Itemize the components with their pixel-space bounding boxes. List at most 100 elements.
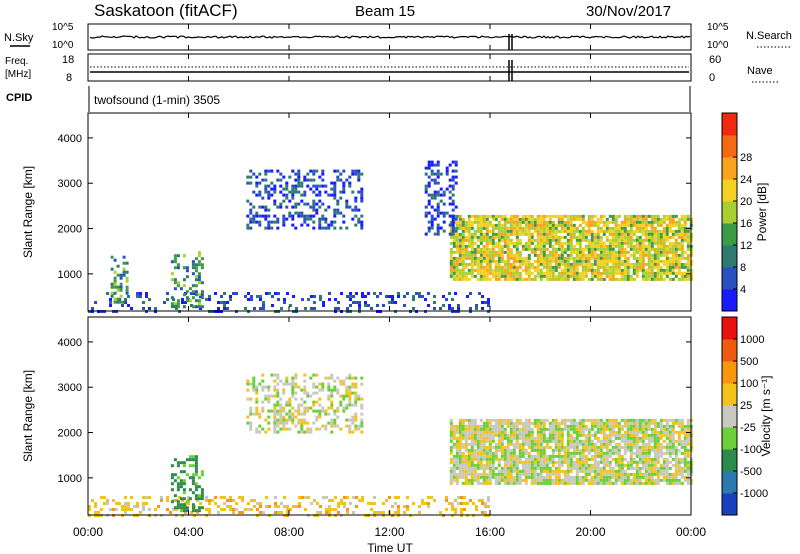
echo-cell [521,421,525,425]
echo-cell [665,226,669,230]
echo-cell [467,226,471,230]
echo-cell [467,238,471,242]
echo-cell [548,454,552,458]
echo-cell [467,472,471,476]
echo-cell [641,475,645,479]
echo-cell [354,424,358,428]
echo-cell [179,485,183,489]
echo-cell [611,472,615,476]
echo-cell [442,190,446,194]
echo-cell [424,190,428,194]
echo-cell [596,472,600,476]
echo-cell [294,211,298,215]
echo-cell [653,427,657,431]
echo-cell [608,433,612,437]
echo-cell [276,388,280,392]
echo-cell [623,256,627,260]
echo-cell [653,421,657,425]
echo-cell [229,295,232,298]
echo-cell [461,244,465,248]
echo-cell [683,265,687,269]
echo-cell [683,424,687,428]
echo-cell [182,482,186,486]
echo-cell [352,295,355,298]
time-tick-label: 00:00 [73,525,103,539]
echo-cell [551,433,555,437]
echo-cell [491,451,495,455]
echo-cell [581,268,585,272]
echo-cell [491,460,495,464]
echo-cell [297,172,301,176]
echo-cell [554,460,558,464]
echo-cell [659,277,663,281]
echo-cell [176,482,180,486]
echo-cell [539,223,543,227]
echo-cell [503,457,507,461]
echo-cell [130,307,133,310]
echo-cell [139,511,142,514]
echo-cell [348,175,352,179]
echo-cell [470,448,474,452]
echo-cell [509,466,513,470]
echo-cell [647,214,651,218]
echo-cell [348,376,352,380]
echo-cell [686,442,690,446]
echo-cell [539,418,543,422]
echo-cell [542,250,546,254]
echo-cell [545,460,549,464]
echo-cell [683,457,687,461]
echo-cell [671,448,675,452]
echo-cell [509,463,513,467]
echo-cell [578,247,582,251]
echo-cell [339,403,343,407]
echo-cell [587,223,591,227]
echo-cell [226,505,229,508]
echo-cell [360,193,364,197]
echo-cell [662,247,666,251]
echo-cell [629,424,633,428]
echo-cell [518,271,522,275]
echo-cell [572,235,576,239]
echo-cell [629,433,633,437]
echo-cell [470,430,474,434]
echo-cell [283,301,286,304]
echo-cell [581,217,585,221]
echo-cell [500,265,504,269]
echo-cell [303,391,307,395]
echo-cell [445,298,448,301]
echo-cell [683,226,687,230]
echo-cell [557,451,561,455]
echo-cell [662,475,666,479]
station-title: Saskatoon (fitACF) [94,1,238,20]
echo-cell [455,241,459,245]
echo-cell [647,439,651,443]
echo-cell [548,271,552,275]
echo-cell [539,433,543,437]
echo-cell [584,433,588,437]
echo-cell [457,496,460,499]
echo-cell [360,226,364,230]
echo-cell [590,448,594,452]
echo-cell [316,511,319,514]
echo-cell [452,259,456,263]
echo-cell [286,508,289,511]
echo-cell [500,451,504,455]
echo-cell [587,472,591,476]
echo-cell [328,298,331,301]
echo-cell [551,265,555,269]
echo-cell [246,421,250,425]
echo-cell [439,199,443,203]
echo-cell [342,181,346,185]
echo-cell [482,436,486,440]
echo-cell [524,469,528,473]
echo-cell [677,469,681,473]
echo-cell [397,496,400,499]
echo-cell [487,304,490,307]
echo-cell [623,235,627,239]
echo-cell [330,187,334,191]
echo-cell [548,241,552,245]
echo-cell [539,466,543,470]
echo-cell [566,427,570,431]
echo-cell [397,505,400,508]
echo-cell [623,265,627,269]
